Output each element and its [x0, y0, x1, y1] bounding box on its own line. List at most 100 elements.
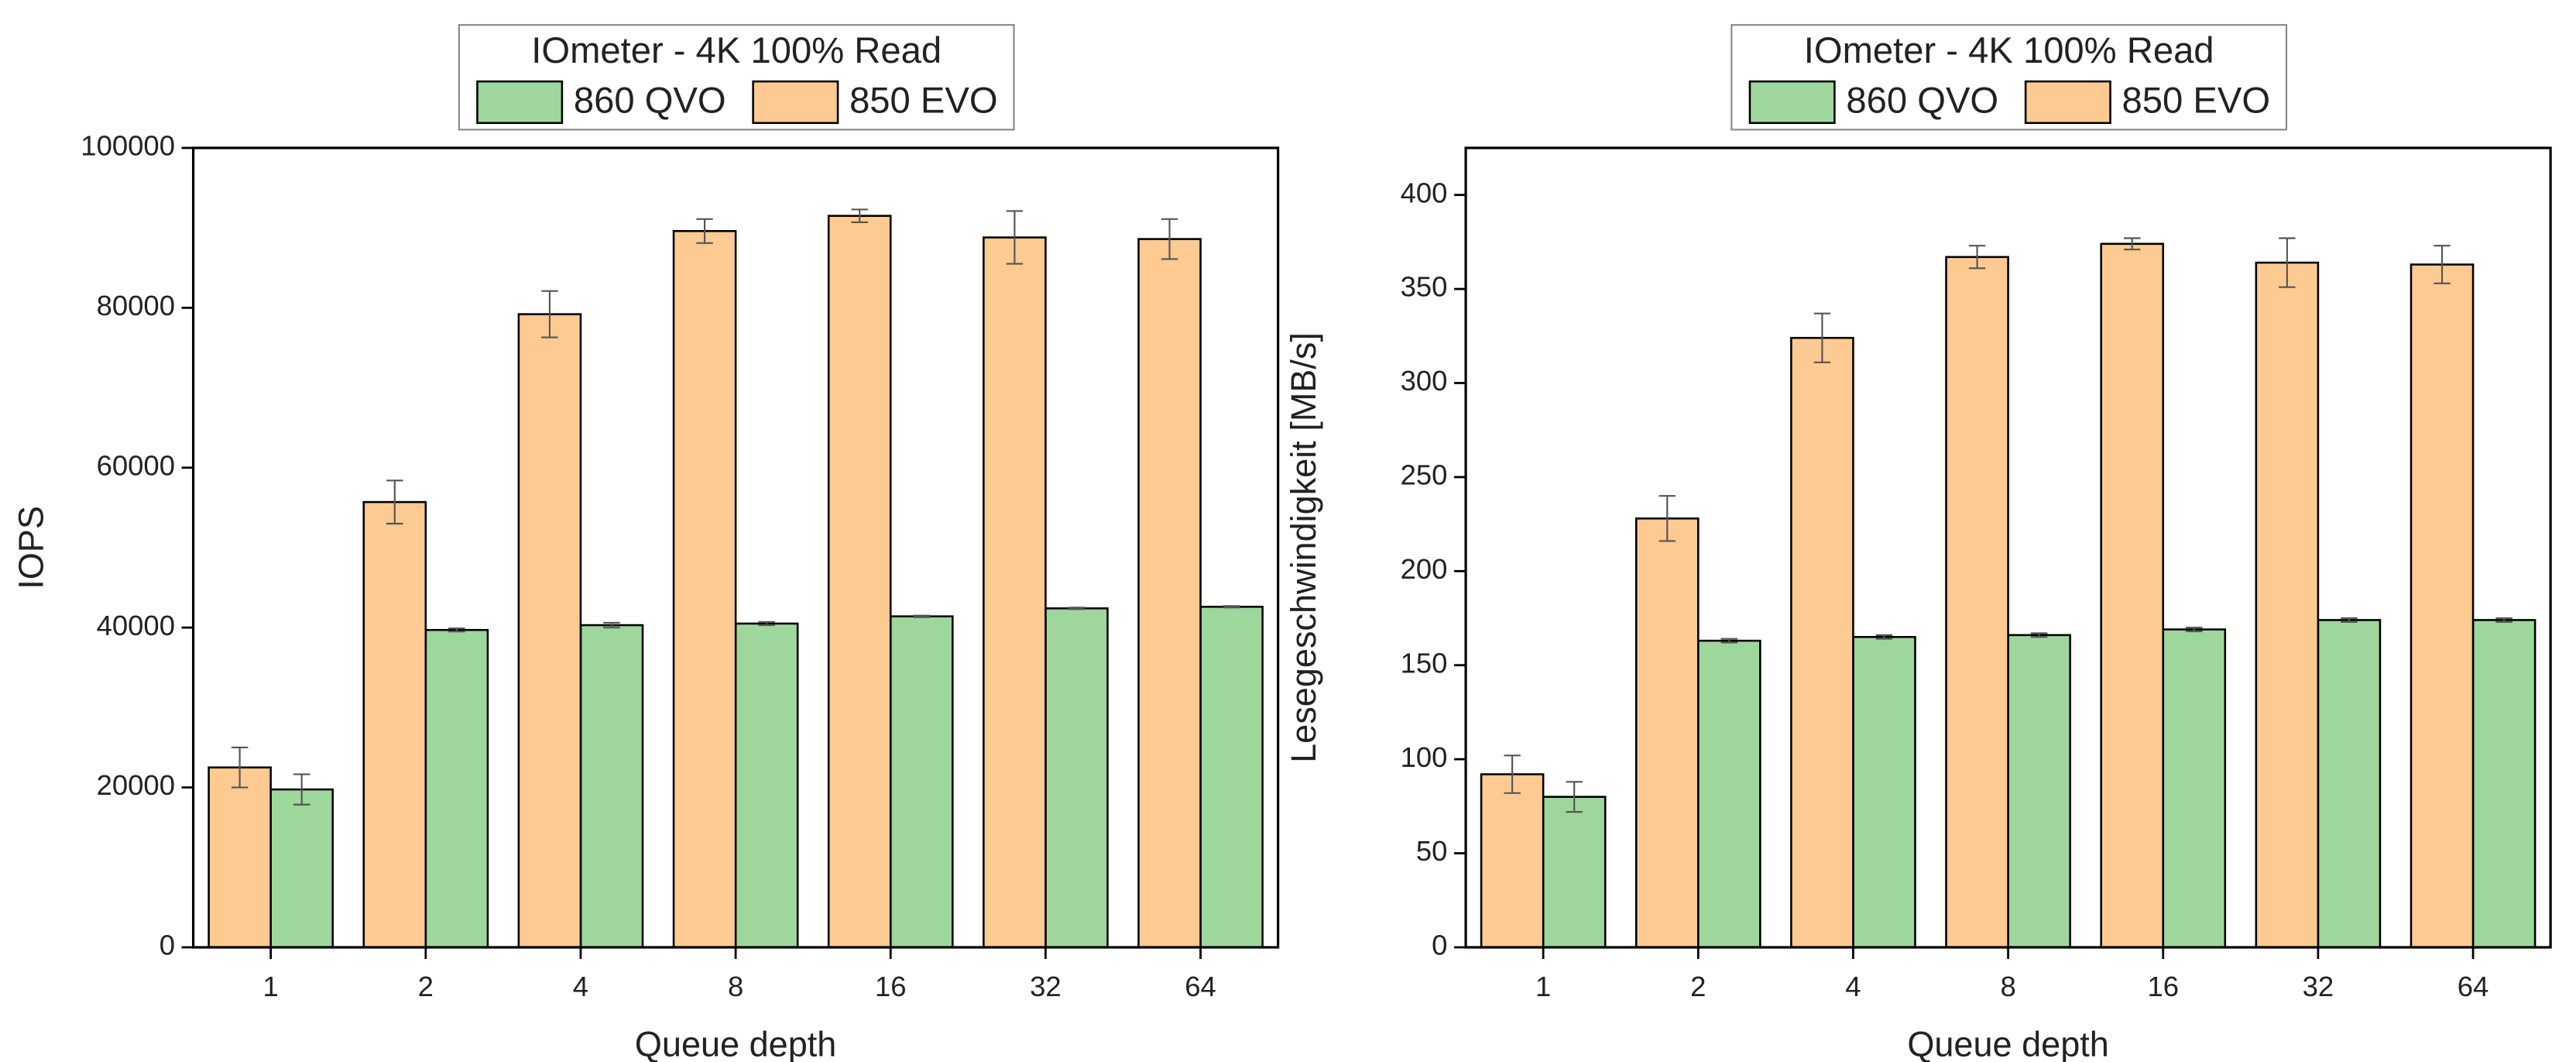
y-tick-label: 100000 — [81, 130, 175, 162]
bar — [1790, 336, 1854, 949]
error-bar — [1161, 218, 1178, 260]
error-bar — [1968, 245, 1986, 270]
legend-swatch — [476, 80, 564, 125]
bar — [1542, 796, 1607, 949]
x-tick-label: 32 — [1030, 971, 1062, 1002]
bar — [579, 624, 644, 949]
bar — [2410, 263, 2475, 949]
bar — [2007, 634, 2071, 949]
legend-swatch — [752, 80, 839, 125]
bar — [2317, 619, 2382, 949]
bar — [424, 628, 489, 949]
error-bar — [851, 208, 868, 224]
error-bar — [758, 620, 775, 627]
legend-title: IOmeter - 4K 100% Read — [1804, 30, 2214, 71]
y-tick-label: 60000 — [97, 449, 175, 481]
legend: IOmeter - 4K 100% Read 860 QVO 850 EVO — [1730, 24, 2288, 131]
error-bar — [448, 627, 465, 633]
y-tick-label: 150 — [1401, 647, 1448, 679]
bar — [1852, 636, 1916, 949]
y-tick-label: 400 — [1401, 177, 1448, 208]
error-bar — [231, 746, 249, 789]
bar — [2255, 261, 2320, 949]
bar — [827, 215, 892, 949]
bar — [1044, 607, 1109, 949]
bar — [1480, 773, 1545, 949]
error-bar — [2186, 627, 2203, 633]
error-bar — [1006, 210, 1024, 265]
error-bar — [293, 773, 310, 806]
x-tick-label: 2 — [1690, 971, 1706, 1002]
error-bar — [1813, 312, 1831, 363]
y-tick-label: 300 — [1401, 365, 1448, 397]
x-tick-label: 16 — [875, 971, 907, 1002]
error-bar — [2030, 632, 2048, 638]
bar — [889, 615, 954, 949]
bar — [208, 766, 272, 949]
legend-label: 850 EVO — [2122, 80, 2271, 121]
legend-box — [1730, 24, 2288, 131]
legend-label: 850 EVO — [849, 80, 998, 121]
error-bar — [541, 290, 558, 339]
error-bar — [1566, 781, 1583, 813]
legend-swatch — [1748, 80, 1836, 125]
x-tick-label: 16 — [2147, 971, 2179, 1002]
x-tick-label: 2 — [418, 971, 434, 1002]
y-tick-label: 0 — [1432, 930, 1447, 961]
error-bar — [1223, 605, 1240, 609]
y-axis-title: Lesegeschwindigkeit [MB/s] — [1284, 332, 1323, 763]
y-tick-label: 100 — [1401, 741, 1448, 773]
legend-swatch — [2024, 80, 2111, 125]
error-bar — [1504, 754, 1521, 794]
legend-label: 860 QVO — [1846, 80, 1998, 121]
bar — [517, 313, 582, 949]
x-tick-label: 32 — [2303, 971, 2334, 1002]
error-bar — [386, 479, 403, 525]
x-tick-label: 64 — [1185, 971, 1216, 1002]
error-bar — [2279, 237, 2296, 288]
bar — [269, 788, 334, 949]
y-tick-label: 20000 — [97, 769, 175, 801]
y-tick-label: 350 — [1401, 271, 1448, 303]
bar — [672, 229, 737, 949]
bar — [2471, 619, 2537, 949]
bar — [2100, 242, 2165, 949]
error-bar — [1068, 607, 1086, 610]
y-tick-label: 200 — [1401, 553, 1448, 585]
panel: 0 50 100 150 200 250 300 350 400 1 2 4 8 16 32 64 Queue … — [1284, 24, 2552, 1062]
bar — [1634, 517, 1700, 949]
error-bar — [913, 614, 931, 618]
legend: IOmeter - 4K 100% Read 860 QVO 850 EVO — [458, 24, 1015, 131]
x-tick-label: 1 — [263, 971, 279, 1002]
bar — [734, 622, 799, 949]
x-axis-title: Queue depth — [635, 1025, 837, 1062]
error-bar — [2341, 617, 2358, 623]
y-axis-title: IOPS — [12, 506, 51, 589]
error-bar — [2495, 617, 2513, 623]
x-tick-label: 64 — [2458, 971, 2489, 1002]
bar — [1945, 256, 2009, 949]
error-bar — [1720, 638, 1738, 644]
x-tick-label: 4 — [573, 971, 588, 1002]
y-tick-label: 0 — [159, 930, 175, 961]
y-tick-label: 80000 — [97, 290, 175, 321]
bar — [1199, 606, 1264, 949]
error-bar — [696, 218, 713, 244]
y-tick-label: 250 — [1401, 459, 1448, 491]
error-bar — [603, 621, 620, 629]
bar — [983, 236, 1047, 949]
error-bar — [2434, 245, 2451, 284]
error-bar — [1658, 495, 1676, 542]
x-tick-label: 8 — [728, 971, 743, 1002]
y-tick-label: 40000 — [97, 610, 175, 641]
x-axis-title: Queue depth — [1907, 1025, 2109, 1062]
x-tick-label: 4 — [1845, 971, 1861, 1002]
legend-label: 860 QVO — [574, 80, 726, 121]
y-tick-label: 50 — [1416, 835, 1448, 867]
bar — [1697, 639, 1761, 949]
legend-title: IOmeter - 4K 100% Read — [531, 30, 942, 71]
panel: 0 20000 40000 60000 80000 100000 1 2 4 8 16 32 64 Que… — [12, 24, 1280, 1062]
bar — [362, 500, 427, 949]
